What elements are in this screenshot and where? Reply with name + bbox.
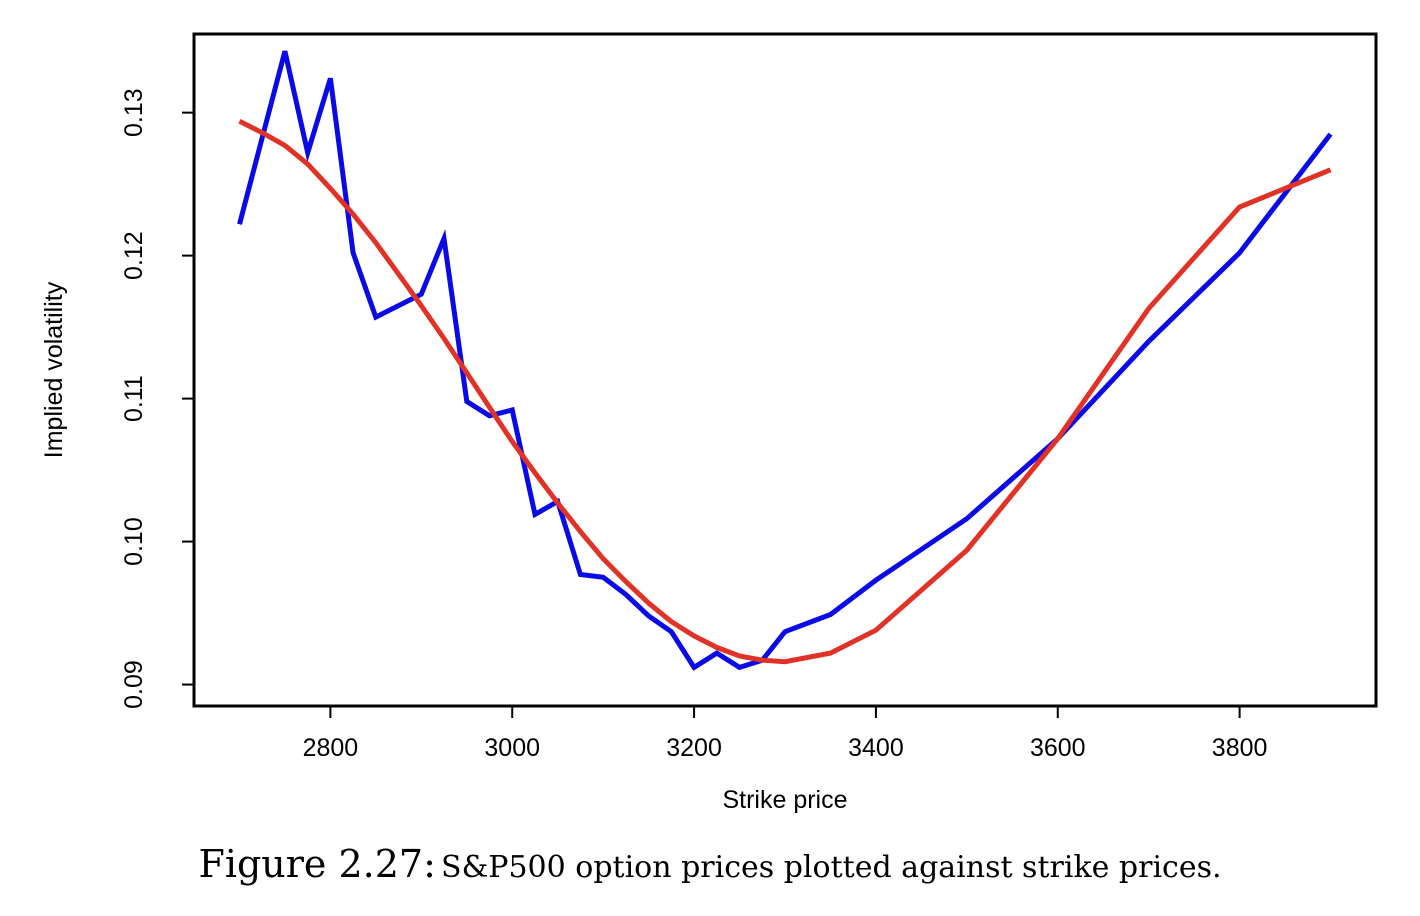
y-tick-label: 0.10 (120, 517, 148, 566)
observed-volatility-line (237, 50, 1333, 671)
x-tick-label: 2800 (303, 734, 359, 762)
implied-volatility-chart: 2800 3000 3200 3400 3600 3800 0.09 0.10 0.11 0.1… (40, 32, 1378, 814)
y-axis-ticks: 0.09 0.10 0.11 0.12 0.13 (120, 88, 194, 709)
x-axis-ticks: 2800 3000 3200 3400 3600 3800 (303, 706, 1268, 762)
fitted-volatility-line (238, 118, 1332, 665)
plot-frame (192, 32, 1378, 708)
series-lines (237, 50, 1333, 671)
x-tick-label: 3000 (484, 734, 540, 762)
x-tick-label: 3800 (1212, 734, 1268, 762)
figure-caption-text: S&P500 option prices plotted against str… (441, 850, 1222, 885)
y-tick-label: 0.12 (120, 231, 148, 280)
figure-caption: Figure 2.27: S&P500 option prices plotte… (0, 842, 1420, 886)
y-tick-label: 0.13 (120, 88, 148, 137)
y-tick-label: 0.11 (120, 375, 148, 422)
y-tick-label: 0.09 (120, 660, 148, 709)
figure-label: Figure 2.27: (198, 842, 436, 886)
x-tick-label: 3200 (666, 734, 722, 762)
x-tick-label: 3400 (848, 734, 904, 762)
x-axis-title: Strike price (722, 786, 847, 814)
x-tick-label: 3600 (1030, 734, 1086, 762)
y-axis-title: Implied volatility (40, 281, 68, 458)
